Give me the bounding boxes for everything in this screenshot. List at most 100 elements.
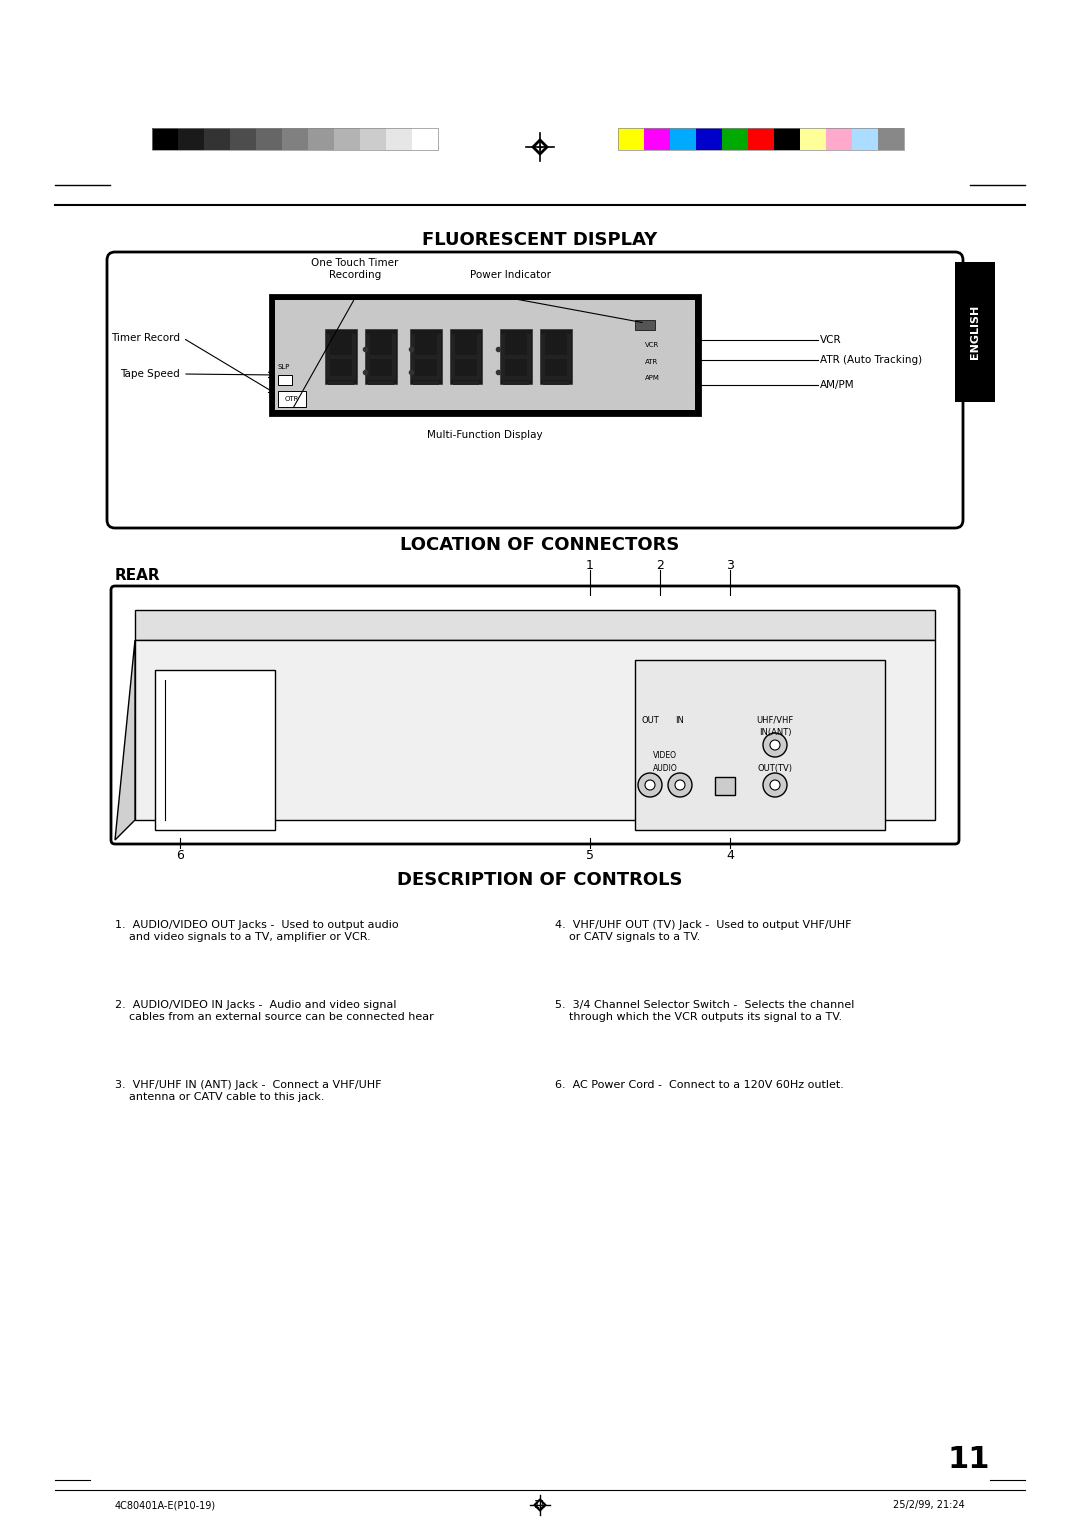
Bar <box>392 358 396 380</box>
Text: Multi-Function Display: Multi-Function Display <box>428 429 543 440</box>
Bar <box>368 376 394 380</box>
Text: One Touch Timer
Recording: One Touch Timer Recording <box>311 258 399 280</box>
Polygon shape <box>114 640 135 840</box>
Bar <box>413 354 438 359</box>
Bar <box>644 128 670 150</box>
Text: Power Indicator: Power Indicator <box>470 270 551 280</box>
Text: 4C80401A-E(P10-19): 4C80401A-E(P10-19) <box>114 1500 216 1510</box>
Text: 11: 11 <box>534 1500 546 1510</box>
Text: 5.  3/4 Channel Selector Switch -  Selects the channel
    through which the VCR: 5. 3/4 Channel Selector Switch - Selects… <box>555 999 854 1022</box>
Bar <box>365 329 397 384</box>
Text: UHF/VHF: UHF/VHF <box>756 715 794 724</box>
Text: REAR: REAR <box>114 567 161 582</box>
Bar <box>334 128 360 150</box>
Text: OUT(TV): OUT(TV) <box>757 764 793 773</box>
Bar <box>135 640 935 821</box>
Text: 6: 6 <box>176 848 184 862</box>
FancyBboxPatch shape <box>107 252 963 529</box>
Bar <box>328 376 354 380</box>
Polygon shape <box>537 1502 543 1508</box>
FancyBboxPatch shape <box>111 587 959 843</box>
Bar <box>453 376 480 380</box>
Bar <box>152 128 178 150</box>
Bar <box>326 358 330 380</box>
Bar <box>178 128 204 150</box>
Bar <box>366 358 370 380</box>
Circle shape <box>669 773 692 798</box>
Text: SLP: SLP <box>278 364 291 370</box>
Text: VIDEO: VIDEO <box>653 750 677 759</box>
Bar <box>256 128 282 150</box>
Text: 1: 1 <box>586 559 594 571</box>
Bar <box>411 335 415 359</box>
Text: 4: 4 <box>726 848 734 862</box>
Bar <box>543 354 569 359</box>
Bar <box>437 335 441 359</box>
Text: VCR: VCR <box>820 335 841 345</box>
Bar <box>437 358 441 380</box>
Bar <box>282 128 308 150</box>
Bar <box>503 354 529 359</box>
Text: OTR: OTR <box>285 396 299 402</box>
Text: 11: 11 <box>947 1445 990 1475</box>
Text: OUT: OUT <box>642 715 659 724</box>
Bar <box>774 128 800 150</box>
Polygon shape <box>536 144 544 151</box>
Circle shape <box>638 773 662 798</box>
Bar <box>328 380 354 385</box>
Text: DESCRIPTION OF CONTROLS: DESCRIPTION OF CONTROLS <box>397 871 683 889</box>
Bar <box>955 261 995 402</box>
Text: VCR: VCR <box>645 342 659 348</box>
Bar <box>451 358 455 380</box>
Circle shape <box>645 779 654 790</box>
Circle shape <box>762 773 787 798</box>
Text: 2: 2 <box>656 559 664 571</box>
Bar <box>501 358 505 380</box>
Bar <box>477 358 481 380</box>
Bar <box>278 374 292 385</box>
Text: 4.  VHF/UHF OUT (TV) Jack -  Used to output VHF/UHF
    or CATV signals to a TV.: 4. VHF/UHF OUT (TV) Jack - Used to outpu… <box>555 920 851 941</box>
Bar <box>618 128 904 150</box>
Circle shape <box>770 740 780 750</box>
Bar <box>696 128 723 150</box>
Text: IN(ANT): IN(ANT) <box>759 727 792 736</box>
Text: AUDIO: AUDIO <box>652 764 677 773</box>
Text: LOCATION OF CONNECTORS: LOCATION OF CONNECTORS <box>401 536 679 555</box>
Bar <box>368 380 394 385</box>
Bar <box>275 299 696 410</box>
Bar <box>366 335 370 359</box>
Bar <box>503 376 529 380</box>
Text: 25/2/99, 21:24: 25/2/99, 21:24 <box>893 1500 966 1510</box>
Bar <box>670 128 696 150</box>
Circle shape <box>675 779 685 790</box>
Text: 5: 5 <box>586 848 594 862</box>
Bar <box>852 128 878 150</box>
Bar <box>368 354 394 359</box>
Bar <box>501 335 505 359</box>
Bar <box>326 335 330 359</box>
Text: IN: IN <box>676 715 685 724</box>
Bar <box>270 295 700 416</box>
Bar <box>543 380 569 385</box>
Bar <box>527 358 531 380</box>
Bar <box>392 335 396 359</box>
Bar <box>618 128 644 150</box>
Bar <box>715 778 735 795</box>
Text: 3.  VHF/UHF IN (ANT) Jack -  Connect a VHF/UHF
    antenna or CATV cable to this: 3. VHF/UHF IN (ANT) Jack - Connect a VHF… <box>114 1080 381 1102</box>
Bar <box>567 358 571 380</box>
Text: APM: APM <box>645 374 660 380</box>
Bar <box>386 128 411 150</box>
Bar <box>541 335 545 359</box>
Text: Timer Record: Timer Record <box>111 333 180 342</box>
Bar <box>635 319 654 330</box>
Bar <box>450 329 482 384</box>
Text: ATR: ATR <box>645 359 658 365</box>
Bar <box>453 354 480 359</box>
Bar <box>826 128 852 150</box>
Bar <box>500 329 532 384</box>
Bar <box>411 358 415 380</box>
Bar <box>540 329 572 384</box>
Bar <box>800 128 826 150</box>
Bar <box>308 128 334 150</box>
Bar <box>477 335 481 359</box>
